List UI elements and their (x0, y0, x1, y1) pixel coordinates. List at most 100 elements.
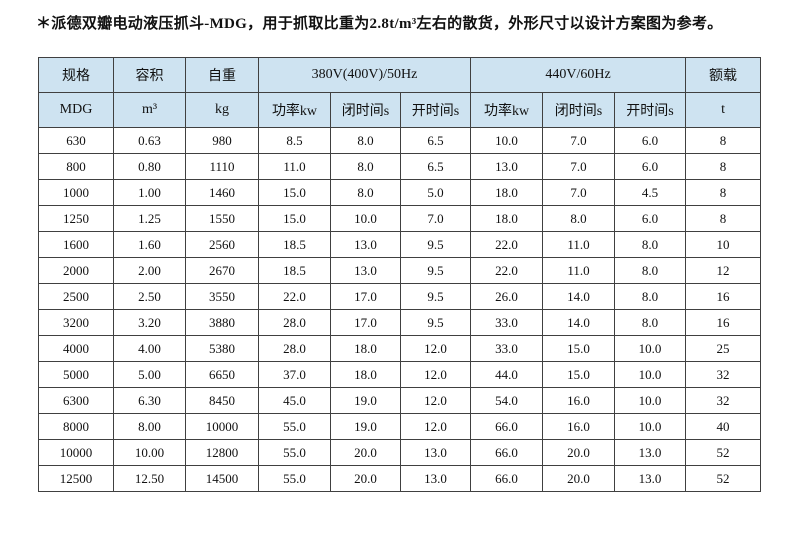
table-cell: 19.0 (330, 387, 401, 414)
subheader-close-time-380: 闭时间s (330, 92, 401, 128)
table-cell: 8.0 (614, 257, 687, 284)
table-cell: 18.0 (330, 335, 401, 362)
table-cell: 13.0 (614, 465, 687, 492)
table-cell: 16.0 (542, 413, 616, 440)
table-cell: 8450 (185, 387, 259, 414)
table-cell: 7.0 (542, 153, 616, 180)
table-row: 2500 2.50 3550 22.0 17.0 9.5 26.0 14.0 8.0 16 (38, 283, 762, 310)
table-cell: 8.0 (614, 231, 687, 258)
table-cell: 10000 (38, 439, 114, 466)
table-row: 5000 5.00 6650 37.0 18.0 12.0 44.0 15.0 10.0 32 (38, 361, 762, 388)
table-cell: 1600 (38, 231, 114, 258)
subheader-open-time-380: 开时间s (399, 92, 472, 128)
table-cell: 20.0 (542, 439, 616, 466)
table-cell: 28.0 (258, 309, 331, 336)
table-cell: 18.0 (470, 179, 544, 206)
subheader-power-440: 功率kw (470, 92, 544, 128)
table-cell: 12.0 (399, 361, 472, 388)
table-cell: 4.00 (113, 335, 186, 362)
table-cell: 2.00 (113, 257, 186, 284)
table-cell: 6.5 (399, 127, 472, 154)
table-cell: 10.0 (330, 205, 401, 232)
table-cell: 22.0 (470, 257, 544, 284)
table-cell: 54.0 (470, 387, 544, 414)
table-cell: 37.0 (258, 361, 331, 388)
table-cell: 3.20 (113, 309, 186, 336)
table-cell: 22.0 (470, 231, 544, 258)
table-cell: 0.80 (113, 153, 186, 180)
table-cell: 6.0 (614, 205, 687, 232)
table-cell: 4000 (38, 335, 114, 362)
table-cell: 32 (685, 387, 762, 414)
table-cell: 10.0 (614, 335, 687, 362)
table-row: 3200 3.20 3880 28.0 17.0 9.5 33.0 14.0 8.0 16 (38, 309, 762, 336)
table-cell: 11.0 (542, 257, 616, 284)
table-cell: 6.5 (399, 153, 472, 180)
table-row: 10000 10.00 12800 55.0 20.0 13.0 66.0 20.0 13.0 5… (38, 439, 762, 466)
table-cell: 14.0 (542, 309, 616, 336)
table-cell: 66.0 (470, 465, 544, 492)
table-cell: 6650 (185, 361, 259, 388)
table-cell: 10.0 (614, 387, 687, 414)
table-cell: 26.0 (470, 283, 544, 310)
table-cell: 55.0 (258, 465, 331, 492)
table-cell: 16 (685, 309, 762, 336)
table-row: 630 0.63 980 8.5 8.0 6.5 10.0 7.0 6.0 8 (38, 127, 762, 154)
table-cell: 2000 (38, 257, 114, 284)
table-cell: 55.0 (258, 439, 331, 466)
table-cell: 32 (685, 361, 762, 388)
table-cell: 9.5 (399, 257, 472, 284)
table-cell: 40 (685, 413, 762, 440)
table-cell: 1000 (38, 179, 114, 206)
subheader-mdg: MDG (38, 92, 114, 128)
header-spec: 规格 (38, 57, 114, 93)
table-cell: 7.0 (542, 127, 616, 154)
table-cell: 18.0 (330, 361, 401, 388)
table-cell: 6300 (38, 387, 114, 414)
table-cell: 8 (685, 153, 762, 180)
table-cell: 10.00 (113, 439, 186, 466)
table-cell: 8 (685, 205, 762, 232)
table-cell: 55.0 (258, 413, 331, 440)
table-cell: 3200 (38, 309, 114, 336)
table-cell: 52 (685, 439, 762, 466)
table-cell: 980 (185, 127, 259, 154)
table-cell: 9.5 (399, 231, 472, 258)
table-cell: 20.0 (542, 465, 616, 492)
table-cell: 630 (38, 127, 114, 154)
table-cell: 5000 (38, 361, 114, 388)
table-row: 800 0.80 1110 11.0 8.0 6.5 13.0 7.0 6.0 8 (38, 153, 762, 180)
table-cell: 1.60 (113, 231, 186, 258)
table-cell: 13.0 (330, 231, 401, 258)
table-cell: 18.5 (258, 257, 331, 284)
table-cell: 0.63 (113, 127, 186, 154)
table-row: 1250 1.25 1550 15.0 10.0 7.0 18.0 8.0 6.0 8 (38, 205, 762, 232)
spec-table-body: 630 0.63 980 8.5 8.0 6.5 10.0 7.0 6.0 8 800 0.80 111… (38, 127, 762, 492)
subheader-power-380: 功率kw (258, 92, 331, 128)
table-header: 规格 容积 自重 380V(400V)/50Hz 440V/60Hz 额载 MD… (38, 57, 762, 128)
subheader-close-time-440: 闭时间s (542, 92, 616, 128)
table-cell: 8.0 (330, 127, 401, 154)
table-cell: 5.0 (399, 179, 472, 206)
table-cell: 12.0 (399, 413, 472, 440)
table-cell: 13.0 (399, 465, 472, 492)
table-cell: 1250 (38, 205, 114, 232)
header-capacity: 容积 (113, 57, 186, 93)
table-cell: 12 (685, 257, 762, 284)
subheader-open-time-440: 开时间s (614, 92, 687, 128)
table-cell: 10.0 (614, 413, 687, 440)
table-cell: 45.0 (258, 387, 331, 414)
table-cell: 6.0 (614, 153, 687, 180)
table-cell: 2.50 (113, 283, 186, 310)
table-cell: 1.00 (113, 179, 186, 206)
table-cell: 10000 (185, 413, 259, 440)
table-cell: 15.0 (258, 205, 331, 232)
table-cell: 25 (685, 335, 762, 362)
header-rated-load: 额载 (685, 57, 762, 93)
table-cell: 13.0 (614, 439, 687, 466)
table-cell: 16.0 (542, 387, 616, 414)
table-cell: 16 (685, 283, 762, 310)
table-cell: 10.0 (614, 361, 687, 388)
header-row-units: MDG m³ kg 功率kw 闭时间s 开时间s 功率kw 闭时间s 开时间s … (38, 92, 762, 128)
